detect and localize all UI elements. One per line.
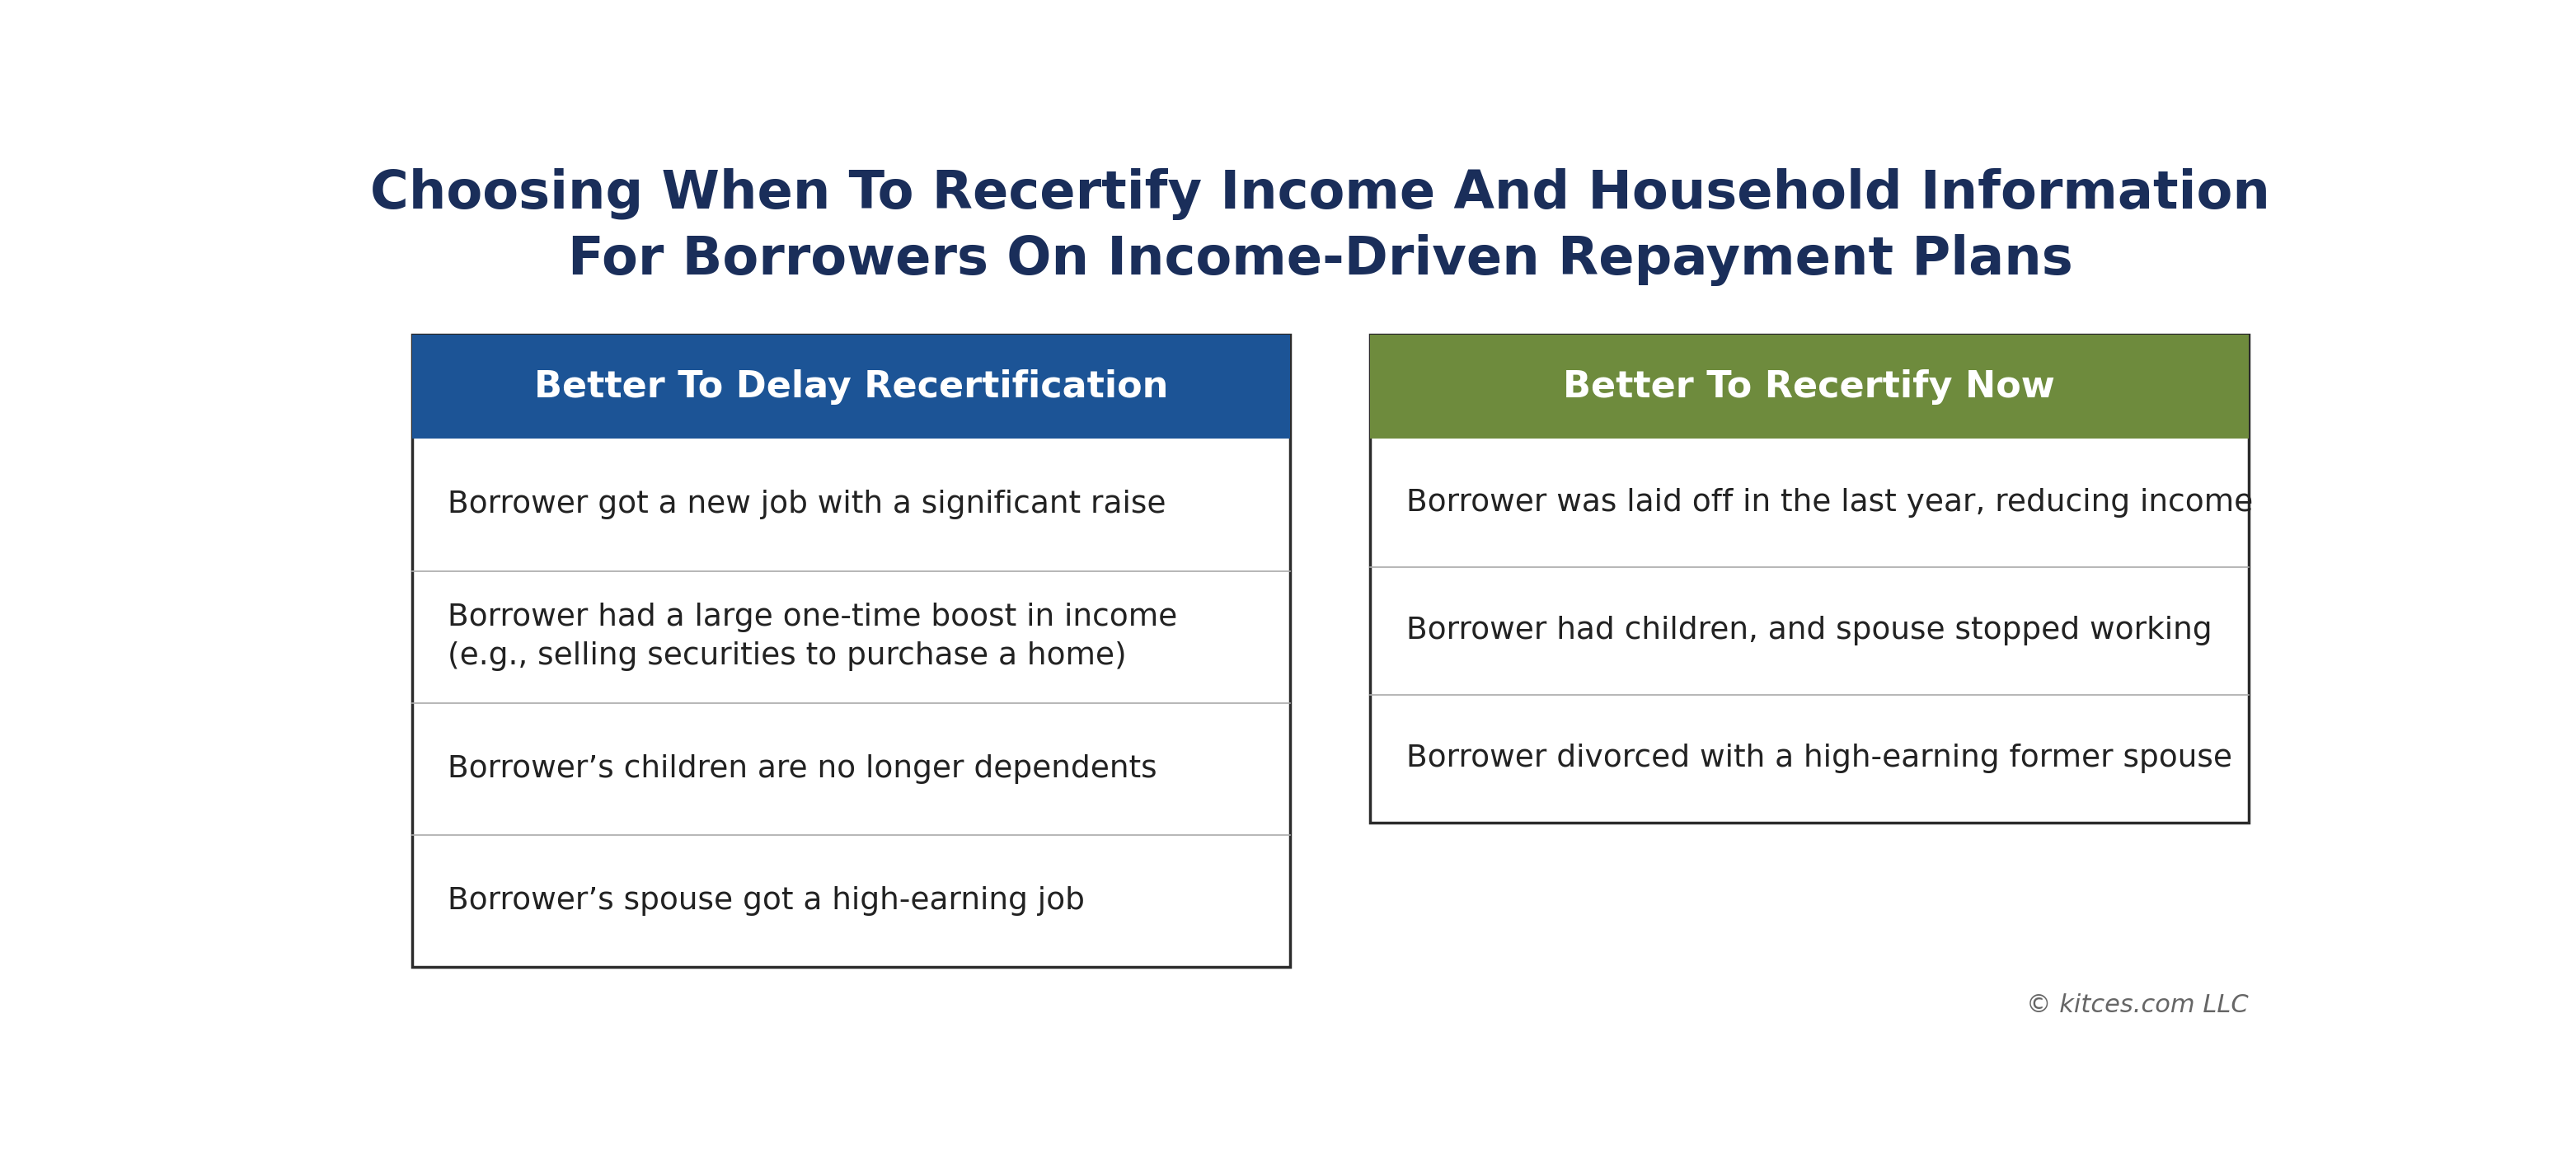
Text: Better To Delay Recertification: Better To Delay Recertification — [533, 369, 1167, 405]
Text: © kitces.com LLC: © kitces.com LLC — [2027, 994, 2249, 1017]
Text: Borrower had a large one-time boost in income
(e.g., selling securities to purch: Borrower had a large one-time boost in i… — [448, 603, 1177, 671]
Text: Borrower’s children are no longer dependents: Borrower’s children are no longer depend… — [448, 754, 1157, 784]
Text: Borrower got a new job with a significant raise: Borrower got a new job with a significan… — [448, 490, 1167, 520]
FancyBboxPatch shape — [412, 335, 1291, 439]
Text: Choosing When To Recertify Income And Household Information
For Borrowers On Inc: Choosing When To Recertify Income And Ho… — [371, 168, 2269, 286]
FancyBboxPatch shape — [1370, 335, 2249, 439]
FancyBboxPatch shape — [1370, 335, 2249, 822]
Text: Borrower was laid off in the last year, reducing income: Borrower was laid off in the last year, … — [1406, 488, 2254, 517]
Text: Borrower’s spouse got a high-earning job: Borrower’s spouse got a high-earning job — [448, 887, 1084, 916]
Text: Better To Recertify Now: Better To Recertify Now — [1564, 369, 2056, 405]
Text: Borrower had children, and spouse stopped working: Borrower had children, and spouse stoppe… — [1406, 616, 2213, 645]
Text: Borrower divorced with a high-earning former spouse: Borrower divorced with a high-earning fo… — [1406, 744, 2231, 773]
FancyBboxPatch shape — [412, 335, 1291, 968]
